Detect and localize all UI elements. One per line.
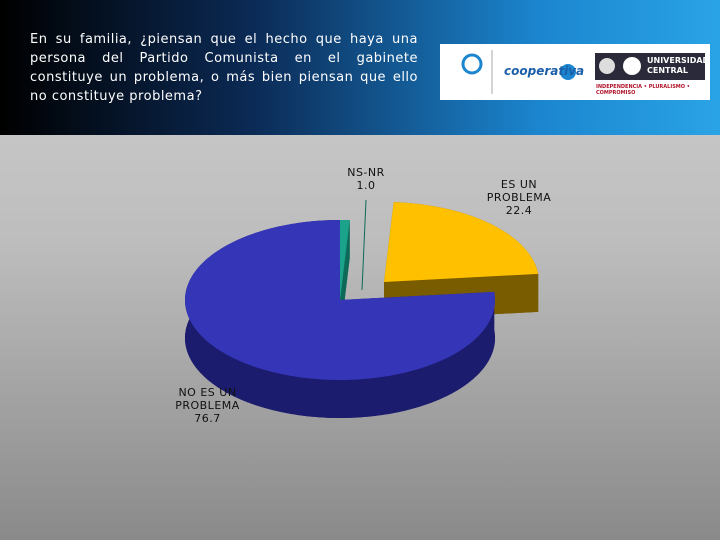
- logo-text: cooperativa: [504, 64, 585, 78]
- category-label: ES UN PROBLEMA: [486, 178, 552, 204]
- category-label: NO ES UN PROBLEMA: [175, 386, 240, 412]
- logo-icons: [461, 50, 705, 94]
- slice-label: ES UN PROBLEMA 22.4: [484, 178, 554, 217]
- value-label: 76.7: [194, 412, 221, 425]
- logo-text: INDEPENDENCIA • PLURALISMO • COMPROMISO: [596, 84, 690, 96]
- value-label: 22.4: [505, 204, 533, 217]
- slice: [340, 220, 350, 300]
- leader-line: [361, 199, 367, 291]
- slice: [185, 220, 495, 380]
- slice-label: NS-NR 1.0: [336, 166, 396, 192]
- slice: [384, 202, 539, 282]
- chart-title: En su familia, ¿piensan que el hecho que…: [30, 32, 418, 104]
- value-label: 1.0: [356, 179, 376, 192]
- header: En su familia, ¿piensan que el hecho que…: [0, 0, 720, 135]
- category-label: NS-NR: [347, 166, 385, 179]
- logo-text: UNIVERSIDAD CENTRAL: [647, 56, 710, 75]
- slice-label: NO ES UN PROBLEMA 76.7: [170, 386, 245, 425]
- logos: cooperativa UNIVERSIDAD CENTRAL INDEPEND…: [440, 44, 710, 100]
